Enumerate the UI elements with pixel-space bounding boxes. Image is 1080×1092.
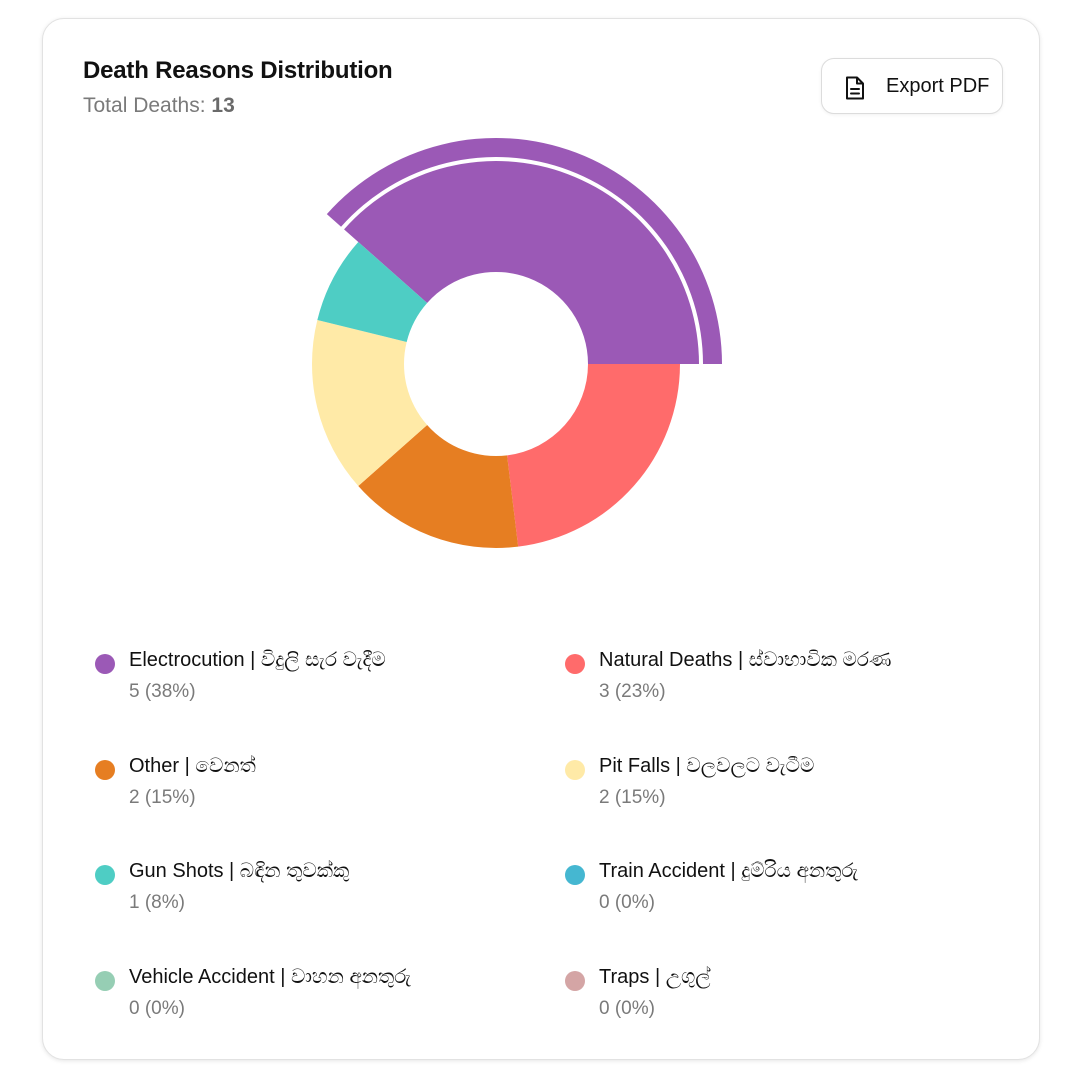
legend-color-dot: [565, 654, 585, 674]
legend-color-dot: [95, 865, 115, 885]
legend-color-dot: [95, 971, 115, 991]
legend-label: Natural Deaths | ස්වාභාවික මරණ: [599, 649, 892, 671]
legend-item[interactable]: Traps | උගුල් 0 (0%): [565, 966, 985, 1026]
death-reasons-card: Death Reasons Distribution Total Deaths:…: [42, 18, 1040, 1060]
legend-label: Vehicle Accident | වාහන අනතුරු: [129, 966, 411, 988]
legend-label: Train Accident | දුම්රිය අනතුරු: [599, 860, 859, 882]
legend-color-dot: [95, 654, 115, 674]
chart-title: Death Reasons Distribution: [83, 57, 393, 84]
legend-item[interactable]: Gun Shots | බඳින තුවක්කු 1 (8%): [95, 860, 515, 920]
export-pdf-label: Export PDF: [886, 75, 990, 97]
legend-item[interactable]: Pit Falls | වලවලට වැටීම 2 (15%): [565, 755, 985, 815]
legend-color-dot: [565, 865, 585, 885]
legend-label: Electrocution | විදුලි සැර වැදීම: [129, 649, 386, 671]
donut-slice-3[interactable]: [312, 319, 428, 487]
legend-value: 5 (38%): [129, 681, 196, 702]
legend-label: Traps | උගුල්: [599, 966, 711, 988]
total-deaths-label: Total Deaths:: [83, 94, 206, 117]
legend-color-dot: [95, 760, 115, 780]
legend-color-dot: [565, 971, 585, 991]
legend-value: 3 (23%): [599, 681, 666, 702]
donut-slice-1[interactable]: [507, 364, 680, 547]
legend-color-dot: [565, 760, 585, 780]
donut-slice-4[interactable]: [317, 241, 428, 342]
donut-slice-2[interactable]: [358, 425, 519, 548]
legend-label: Pit Falls | වලවලට වැටීම: [599, 755, 815, 777]
file-document-icon: [846, 76, 864, 100]
legend-value: 2 (15%): [129, 787, 196, 808]
legend-value: 0 (0%): [599, 892, 655, 913]
legend-value: 1 (8%): [129, 892, 185, 913]
legend-label: Other | වෙනත්: [129, 755, 256, 777]
legend-value: 2 (15%): [599, 787, 666, 808]
legend-item[interactable]: Natural Deaths | ස්වාභාවික මරණ 3 (23%): [565, 649, 985, 709]
legend-item[interactable]: Other | වෙනත් 2 (15%): [95, 755, 515, 815]
export-pdf-button[interactable]: Export PDF: [821, 58, 1003, 114]
donut-slice-0[interactable]: [344, 160, 699, 364]
legend-item[interactable]: Electrocution | විදුලි සැර වැදීම 5 (38%): [95, 649, 515, 709]
donut-chart: [312, 137, 722, 548]
legend-item[interactable]: Train Accident | දුම්රිය අනතුරු 0 (0%): [565, 860, 985, 920]
legend-value: 0 (0%): [129, 998, 185, 1019]
donut-slice-highlight-ring: [326, 137, 722, 364]
total-deaths-value: 13: [211, 94, 235, 117]
legend-item[interactable]: Vehicle Accident | වාහන අනතුරු 0 (0%): [95, 966, 515, 1026]
legend-label: Gun Shots | බඳින තුවක්කු: [129, 860, 350, 882]
legend-value: 0 (0%): [599, 998, 655, 1019]
total-deaths: Total Deaths: 13: [83, 94, 235, 118]
